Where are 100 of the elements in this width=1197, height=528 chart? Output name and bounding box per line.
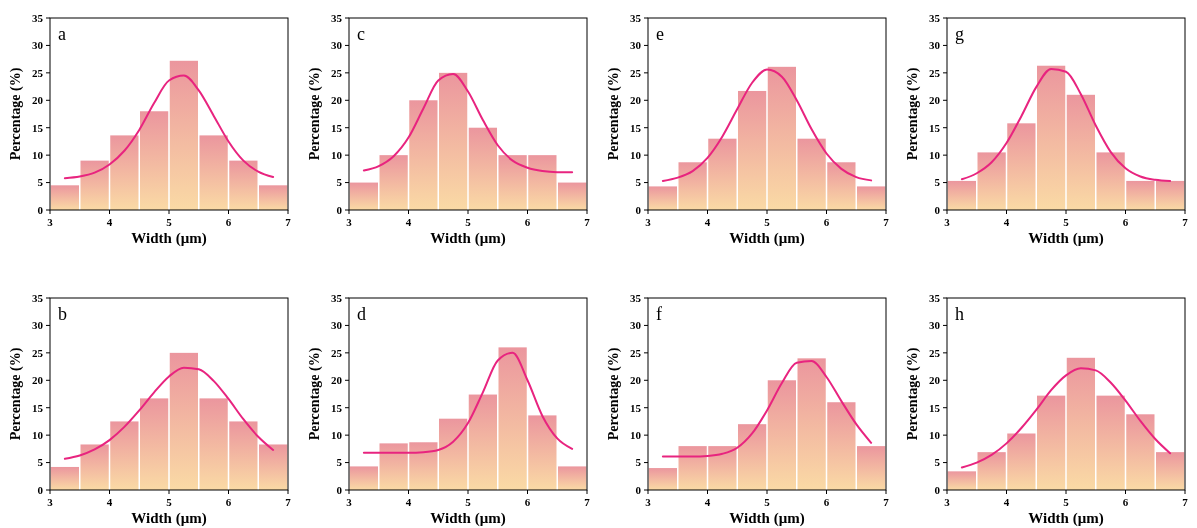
x-tick-label: 6 bbox=[225, 216, 232, 228]
y-tick-label: 0 bbox=[37, 203, 44, 216]
y-tick-label: 15 bbox=[32, 401, 44, 414]
chart-title: e bbox=[656, 24, 664, 44]
y-tick-label: 5 bbox=[635, 456, 642, 469]
x-axis-title: Width (μm) bbox=[729, 230, 805, 247]
y-tick-label: 25 bbox=[630, 66, 642, 79]
x-tick-label: 4 bbox=[106, 496, 113, 508]
y-tick-label: 10 bbox=[331, 428, 343, 441]
x-tick-label: 3 bbox=[346, 216, 353, 228]
y-tick-label: 35 bbox=[32, 291, 44, 304]
y-tick-label: 25 bbox=[929, 66, 941, 79]
y-tick-label: 10 bbox=[929, 428, 941, 441]
line-series bbox=[63, 366, 275, 460]
y-tick-label: 25 bbox=[630, 346, 642, 359]
y-tick-label: 15 bbox=[929, 121, 941, 134]
y-axis-title: Percentage (%) bbox=[307, 347, 323, 441]
y-axis-title: Percentage (%) bbox=[905, 67, 921, 161]
y-tick-label: 25 bbox=[331, 66, 343, 79]
y-tick-label: 10 bbox=[630, 148, 642, 161]
y-tick-label: 5 bbox=[336, 456, 343, 469]
x-tick-label: 4 bbox=[704, 216, 711, 228]
x-tick-label: 3 bbox=[47, 496, 54, 508]
x-tick-label: 6 bbox=[823, 216, 830, 228]
x-tick-label: 6 bbox=[1122, 496, 1129, 508]
y-tick-label: 10 bbox=[929, 148, 941, 161]
y-tick-label: 5 bbox=[635, 176, 642, 189]
x-tick-label: 5 bbox=[764, 496, 771, 508]
y-tick-label: 5 bbox=[934, 456, 941, 469]
y-tick-label: 10 bbox=[32, 428, 44, 441]
y-tick-label: 25 bbox=[32, 66, 44, 79]
x-tick-label: 7 bbox=[1182, 496, 1189, 508]
x-tick-label: 5 bbox=[465, 496, 472, 508]
x-tick-label: 5 bbox=[166, 496, 173, 508]
y-tick-label: 20 bbox=[630, 94, 642, 107]
x-axis-title: Width (μm) bbox=[430, 510, 506, 527]
y-tick-label: 20 bbox=[630, 374, 642, 387]
x-tick-label: 3 bbox=[944, 216, 951, 228]
y-tick-label: 10 bbox=[32, 148, 44, 161]
x-tick-label: 4 bbox=[1003, 496, 1010, 508]
chart-title: d bbox=[357, 304, 366, 324]
y-axis-title: Percentage (%) bbox=[606, 347, 622, 441]
x-tick-label: 4 bbox=[704, 496, 711, 508]
y-tick-label: 30 bbox=[929, 319, 941, 332]
x-tick-label: 4 bbox=[1003, 216, 1010, 228]
y-tick-label: 20 bbox=[929, 374, 941, 387]
y-tick-label: 35 bbox=[630, 291, 642, 304]
y-axis-title: Percentage (%) bbox=[8, 347, 24, 441]
y-tick-label: 25 bbox=[32, 346, 44, 359]
x-tick-label: 4 bbox=[106, 216, 113, 228]
x-tick-label: 3 bbox=[645, 216, 652, 228]
line-series bbox=[661, 68, 873, 182]
y-tick-label: 0 bbox=[635, 483, 642, 496]
y-tick-label: 35 bbox=[331, 291, 343, 304]
line-series bbox=[362, 72, 574, 174]
x-tick-label: 3 bbox=[47, 216, 54, 228]
x-tick-label: 7 bbox=[285, 216, 292, 228]
x-tick-label: 5 bbox=[1063, 496, 1070, 508]
y-tick-label: 30 bbox=[32, 39, 44, 52]
y-tick-label: 25 bbox=[331, 346, 343, 359]
y-tick-label: 20 bbox=[929, 94, 941, 107]
y-tick-label: 5 bbox=[37, 456, 44, 469]
y-tick-label: 20 bbox=[331, 374, 343, 387]
x-axis-title: Width (μm) bbox=[1028, 230, 1104, 247]
chart-title: h bbox=[955, 304, 964, 324]
line-series bbox=[362, 351, 574, 454]
x-tick-label: 5 bbox=[166, 216, 173, 228]
y-tick-label: 15 bbox=[630, 401, 642, 414]
y-tick-label: 30 bbox=[630, 39, 642, 52]
y-tick-label: 5 bbox=[37, 176, 44, 189]
chart-title: a bbox=[58, 24, 66, 44]
y-tick-label: 30 bbox=[331, 39, 343, 52]
y-tick-label: 10 bbox=[630, 428, 642, 441]
y-tick-label: 20 bbox=[32, 374, 44, 387]
x-tick-label: 7 bbox=[285, 496, 292, 508]
x-tick-label: 7 bbox=[883, 496, 890, 508]
y-tick-label: 0 bbox=[934, 483, 941, 496]
y-tick-label: 30 bbox=[32, 319, 44, 332]
x-tick-label: 5 bbox=[465, 216, 472, 228]
chart-title: g bbox=[955, 24, 964, 44]
x-axis-title: Width (μm) bbox=[430, 230, 506, 247]
x-tick-label: 6 bbox=[524, 496, 531, 508]
y-tick-label: 0 bbox=[635, 203, 642, 216]
y-tick-label: 10 bbox=[331, 148, 343, 161]
y-tick-label: 20 bbox=[331, 94, 343, 107]
x-tick-label: 5 bbox=[1063, 216, 1070, 228]
y-tick-label: 15 bbox=[32, 121, 44, 134]
y-tick-label: 35 bbox=[929, 291, 941, 304]
y-tick-label: 5 bbox=[934, 176, 941, 189]
chart-title: f bbox=[656, 304, 662, 324]
x-tick-label: 3 bbox=[346, 496, 353, 508]
y-axis-title: Percentage (%) bbox=[606, 67, 622, 161]
chart-title: c bbox=[357, 24, 365, 44]
x-tick-label: 3 bbox=[944, 496, 951, 508]
x-tick-label: 6 bbox=[823, 496, 830, 508]
x-tick-label: 6 bbox=[225, 496, 232, 508]
y-tick-label: 15 bbox=[331, 121, 343, 134]
y-tick-label: 15 bbox=[929, 401, 941, 414]
x-axis-title: Width (μm) bbox=[131, 230, 207, 247]
y-tick-label: 35 bbox=[630, 11, 642, 24]
